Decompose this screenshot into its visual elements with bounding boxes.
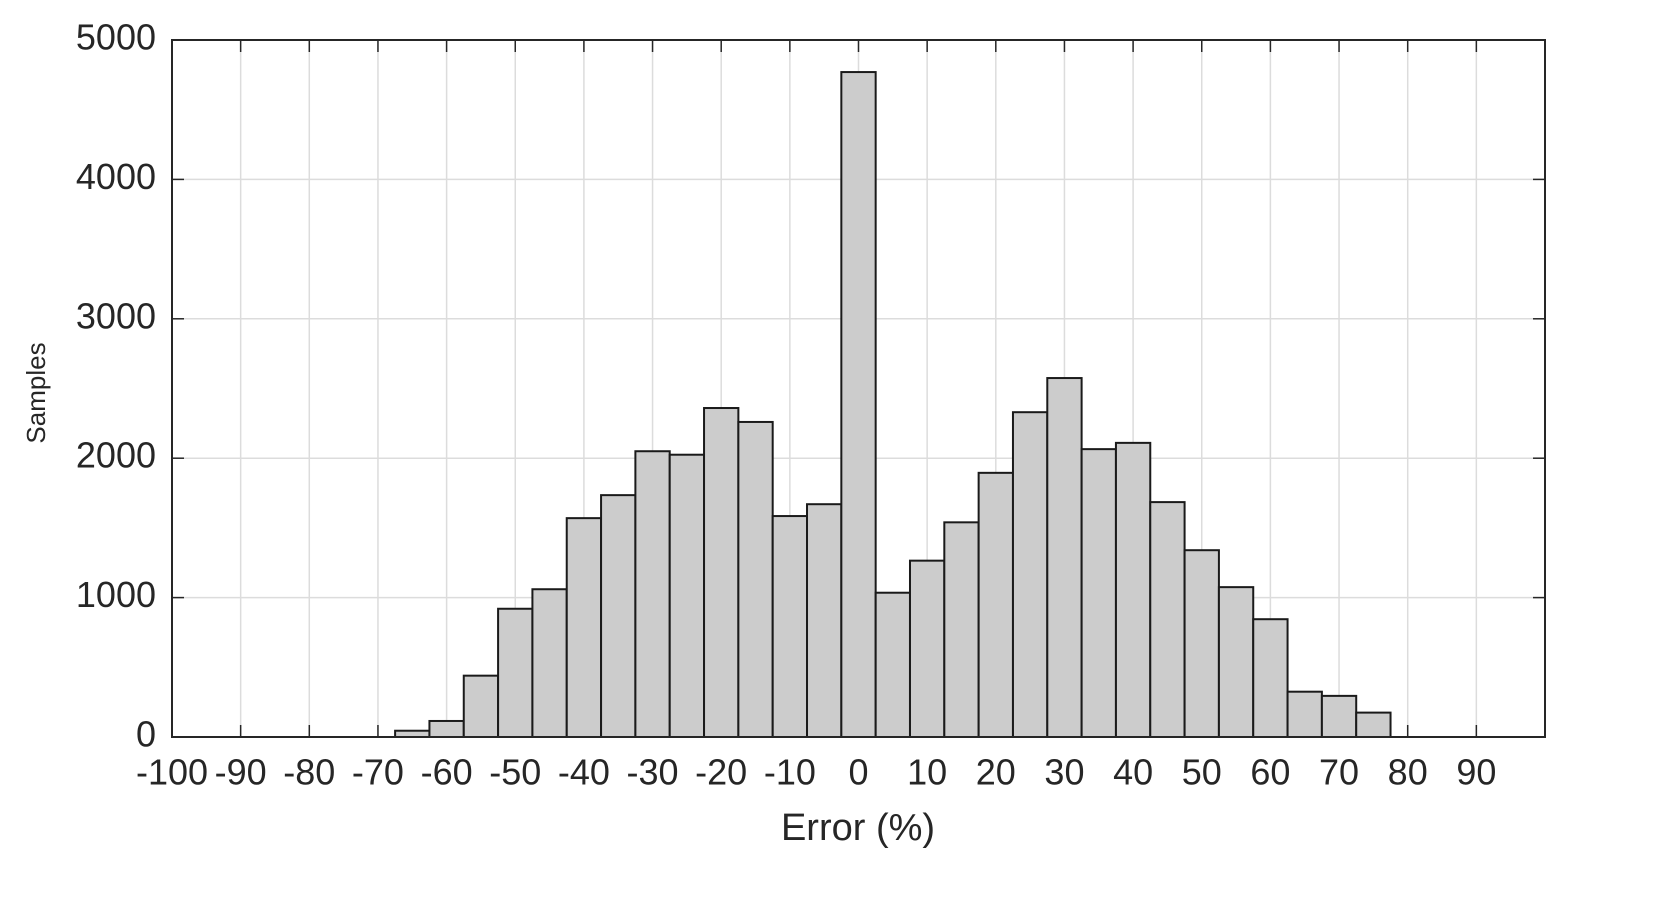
plot-frame <box>171 39 1546 738</box>
x-tick-label: -60 <box>421 752 473 793</box>
x-tick-label: 90 <box>1456 752 1496 793</box>
bar <box>1011 411 1049 738</box>
bar <box>874 591 911 739</box>
x-tick-label: -50 <box>489 752 541 793</box>
bar <box>565 517 603 739</box>
bar <box>428 719 465 738</box>
x-tick-label: 60 <box>1250 752 1290 793</box>
bar <box>977 471 1014 738</box>
x-tick-label: -20 <box>695 752 747 793</box>
x-tick-label: 20 <box>976 752 1016 793</box>
bar <box>462 674 500 738</box>
x-tick-label: 10 <box>907 752 947 793</box>
x-tick-label: 80 <box>1388 752 1428 793</box>
x-tick-label: -30 <box>627 752 679 793</box>
bar <box>840 71 877 738</box>
bar <box>1355 711 1392 738</box>
bar <box>771 515 809 739</box>
y-tick-label: 5000 <box>76 17 156 58</box>
bar <box>806 503 843 738</box>
y-tick-label: 2000 <box>76 435 156 476</box>
x-tick-label: -80 <box>283 752 335 793</box>
bar <box>1114 441 1152 738</box>
bar <box>737 420 774 738</box>
x-tick-label: 50 <box>1182 752 1222 793</box>
x-tick-label: 70 <box>1319 752 1359 793</box>
bar <box>1046 377 1083 738</box>
bar <box>1286 690 1323 739</box>
x-tick-label: -40 <box>558 752 610 793</box>
bar <box>1217 586 1255 739</box>
x-axis-label: Error (%) <box>781 807 935 849</box>
bar <box>1252 618 1289 738</box>
y-tick-label: 1000 <box>76 574 156 615</box>
bar <box>943 521 980 738</box>
y-tick-label: 4000 <box>76 156 156 197</box>
y-axis-label: Samples <box>21 342 51 443</box>
y-tick-label: 0 <box>136 714 156 755</box>
bar <box>1080 448 1117 738</box>
bar <box>908 559 946 738</box>
bar <box>531 588 568 739</box>
bar <box>634 450 671 738</box>
x-tick-label: 40 <box>1113 752 1153 793</box>
bar <box>1320 694 1358 739</box>
y-tick-label: 3000 <box>76 295 156 336</box>
bar <box>1149 501 1186 738</box>
bar <box>600 494 637 738</box>
x-tick-label: 0 <box>848 752 868 793</box>
bar <box>497 607 534 739</box>
x-tick-label: -10 <box>764 752 816 793</box>
x-tick-label: -100 <box>136 752 208 793</box>
x-tick-label: -70 <box>352 752 404 793</box>
x-tick-label: -90 <box>215 752 267 793</box>
bar <box>1183 549 1220 738</box>
x-tick-label: 30 <box>1044 752 1084 793</box>
bar <box>703 407 740 738</box>
bar <box>668 453 706 738</box>
